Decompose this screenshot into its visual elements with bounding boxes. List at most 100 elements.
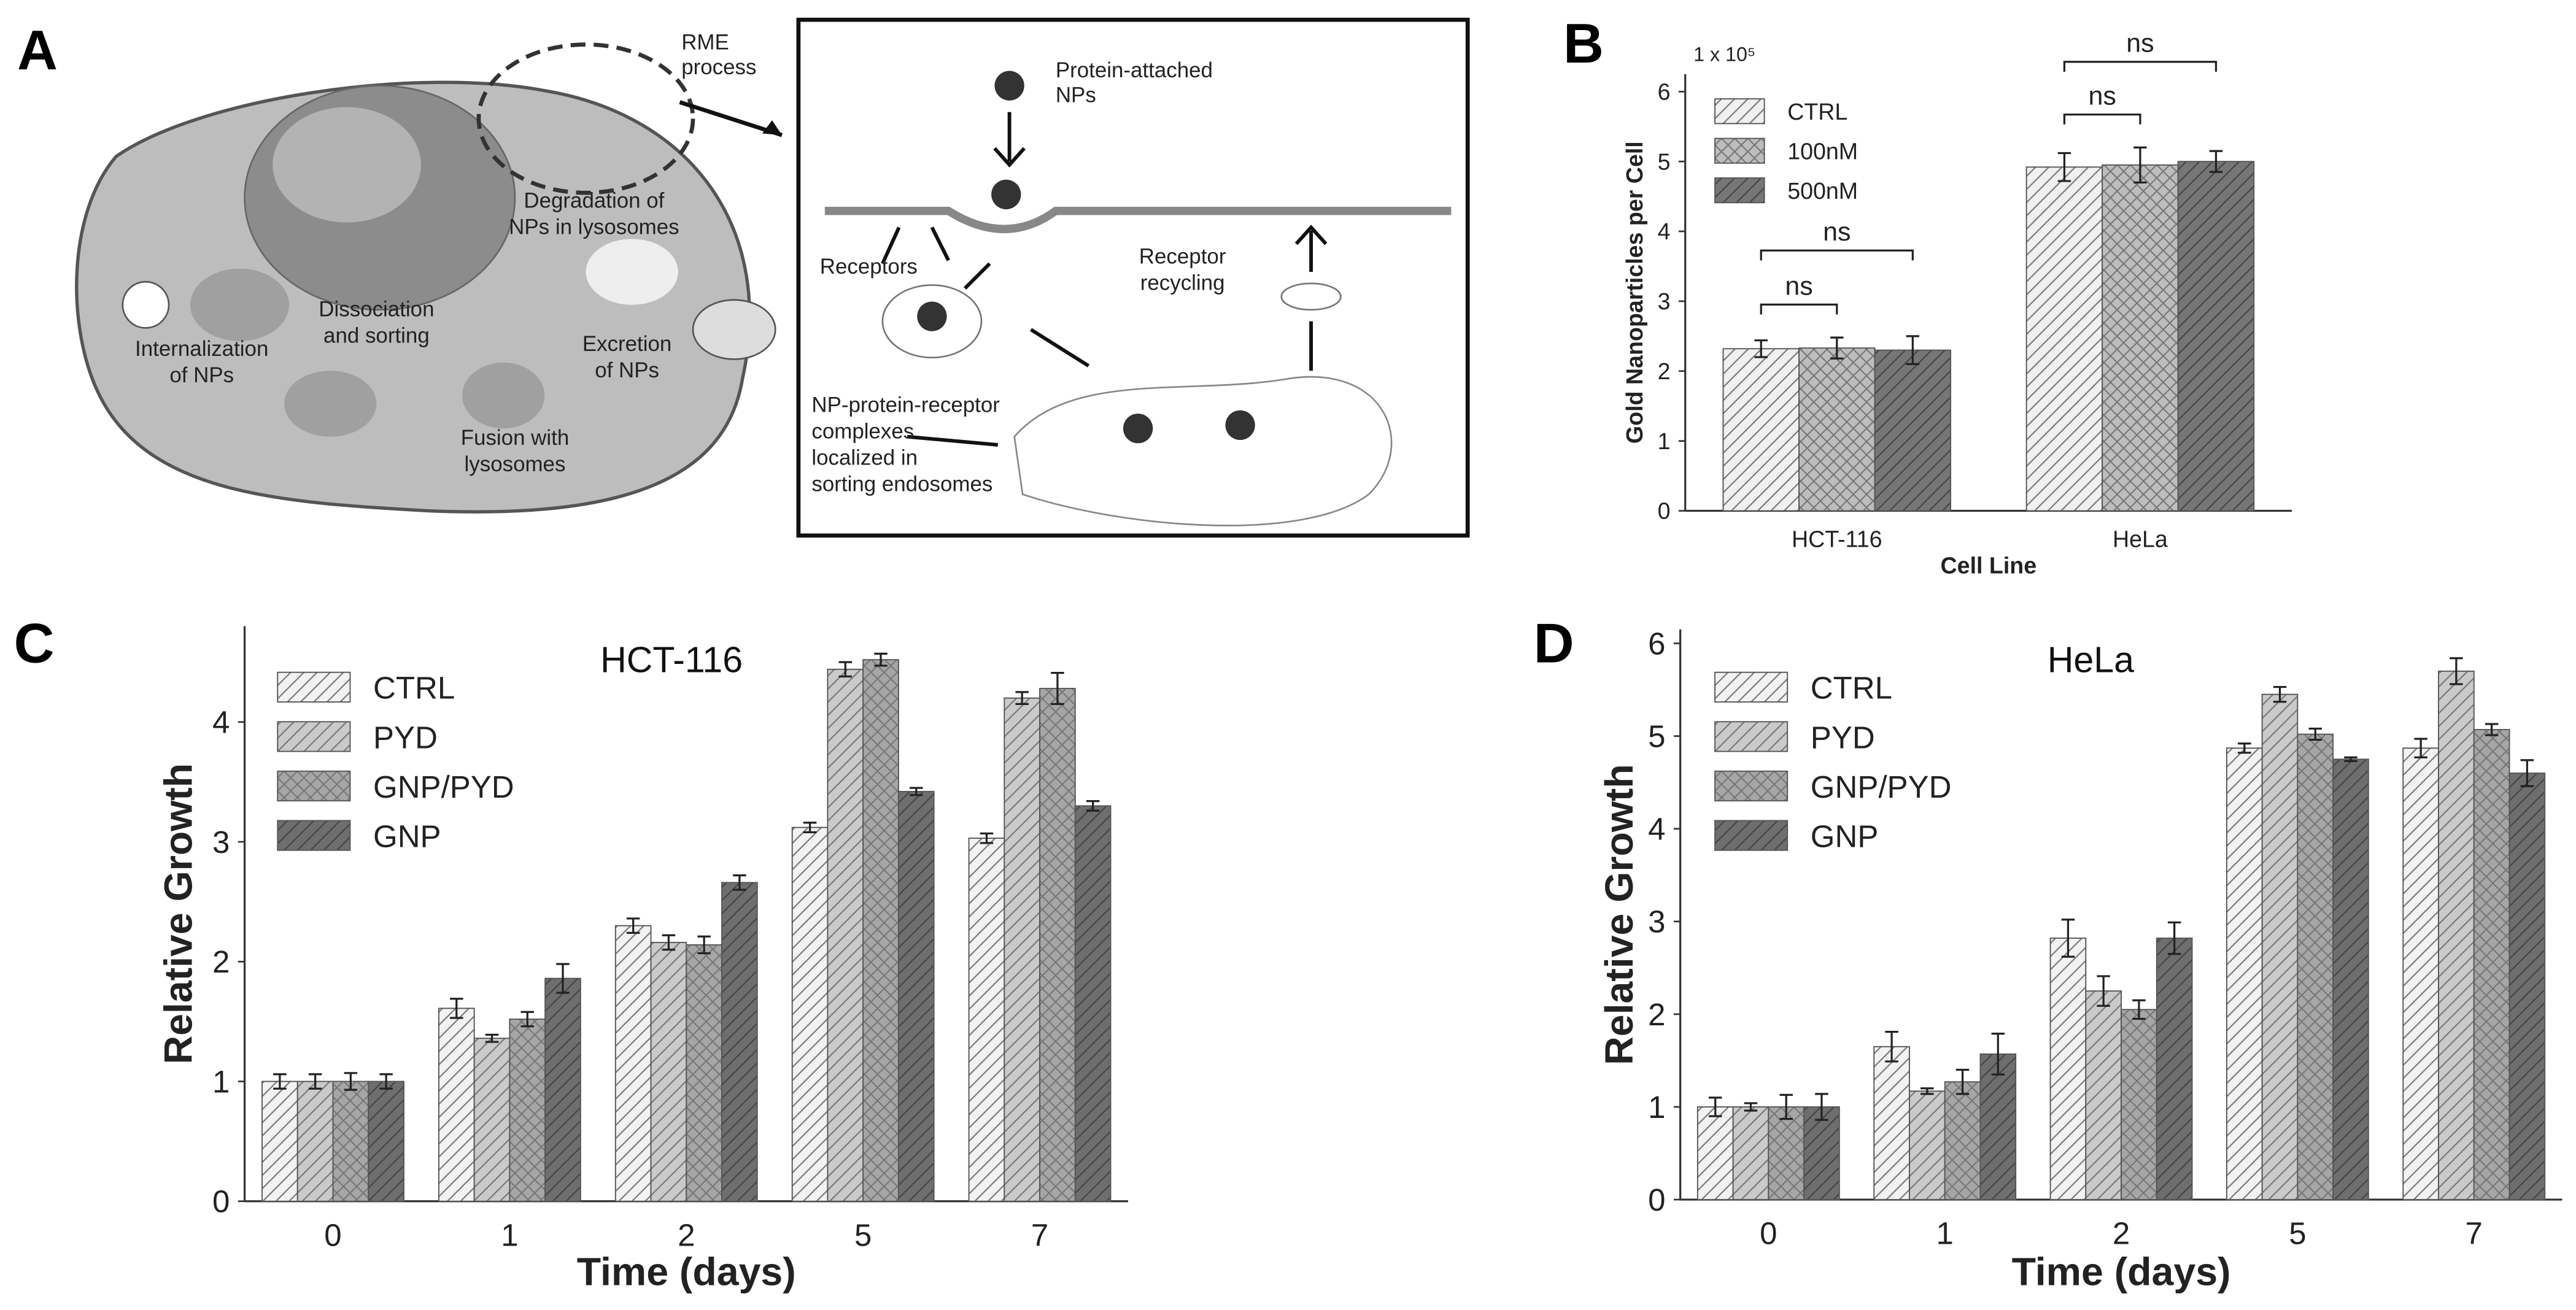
error-bar (344, 1072, 358, 1091)
error-bar (1991, 1033, 2005, 1076)
chart-title: HCT-116 (600, 640, 743, 680)
nucleus-highlight (273, 107, 421, 223)
bar (1722, 348, 1800, 512)
legend-swatch (1714, 177, 1765, 204)
diagram-label: Internalization of NPs (135, 337, 268, 387)
error-bar (379, 1073, 393, 1090)
bar (2156, 938, 2193, 1201)
legend-swatch (277, 820, 351, 851)
error-bar (2485, 723, 2499, 736)
bar (1074, 805, 1112, 1202)
rme-circle (476, 42, 695, 195)
x-tick-label: 1 (1936, 1216, 1953, 1251)
bar (2102, 164, 2179, 512)
internalization (122, 280, 170, 329)
y-axis-label: Gold Nanoparticles per Cell (1622, 141, 1647, 444)
error-bar (556, 963, 570, 994)
error-bar (1744, 1102, 1758, 1112)
bar (2226, 747, 2263, 1201)
bar (968, 838, 1005, 1202)
np (994, 71, 1024, 101)
bar (509, 1019, 546, 1202)
y-tick-label: 4 (1658, 218, 1671, 244)
error-bar (2273, 685, 2287, 703)
bar (897, 791, 935, 1202)
error-bar (1015, 691, 1029, 706)
significance-bracket (2063, 61, 2218, 72)
np (991, 179, 1021, 210)
arrows (881, 112, 1328, 447)
error-bar (1754, 339, 1768, 358)
error-bar (520, 1011, 535, 1028)
legend-label: 500nM (1787, 178, 1858, 204)
error-bar (2414, 738, 2427, 758)
legend-swatch (277, 671, 351, 703)
error-bar (626, 917, 640, 934)
bar (332, 1081, 369, 1202)
bar (2297, 733, 2334, 1201)
bar (614, 925, 652, 1202)
bar (1874, 349, 1952, 512)
significance-label: ns (1823, 217, 1851, 247)
diagram-label: Fusion with lysosomes (461, 426, 570, 476)
np (1225, 410, 1255, 441)
legend-label: GNP/PYD (1811, 769, 1952, 804)
x-tick-label: 0 (1760, 1216, 1777, 1251)
x-tick-label: HCT-116 (1792, 526, 1882, 552)
y-tick-label: 3 (212, 825, 230, 860)
bar (1039, 688, 1076, 1202)
legend-swatch (1714, 671, 1789, 703)
y-axis-label: Relative Growth (157, 763, 201, 1065)
y-tick-label: 0 (1658, 498, 1671, 524)
y-tick-label: 1 (1658, 428, 1671, 454)
np (1123, 414, 1153, 444)
significance-label: ns (1785, 271, 1812, 301)
bar (2402, 747, 2439, 1201)
vesicle (284, 371, 377, 437)
bar (1803, 1106, 1840, 1201)
vesicle (190, 268, 290, 341)
y-tick-label: 2 (1658, 358, 1671, 384)
bar (2438, 670, 2475, 1201)
y-tick-label: 5 (1658, 148, 1671, 174)
bar (1732, 1106, 1770, 1201)
bar (473, 1038, 511, 1202)
diagram-label: Receptors (820, 255, 918, 279)
bar (650, 942, 687, 1202)
y-tick-label: 4 (212, 705, 230, 740)
error-bar (662, 934, 676, 951)
x-tick-label: HeLa (2113, 526, 2168, 552)
error-bar (2344, 756, 2357, 763)
recycling-vesicle (1280, 282, 1342, 311)
excretion (692, 299, 776, 360)
bar (2049, 938, 2087, 1201)
bar (1798, 347, 1876, 512)
x-tick-label: 5 (854, 1217, 872, 1252)
y-tick-label: 0 (212, 1184, 230, 1219)
legend-swatch (1714, 137, 1765, 164)
error-bar (1830, 336, 1844, 360)
error-bar (2097, 975, 2110, 1007)
bar (2025, 166, 2103, 512)
error-bar (2167, 921, 2181, 955)
y-tick-label: 6 (1658, 79, 1671, 104)
error-bar (1086, 799, 1100, 812)
y-tick-label: 3 (1648, 904, 1665, 939)
bar (368, 1081, 404, 1202)
y-tick-label: 2 (1648, 997, 1665, 1032)
legend-swatch (1714, 770, 1789, 802)
x-tick-label: 2 (678, 1217, 695, 1252)
y-tick-label: 2 (212, 944, 230, 979)
error-bar (2132, 999, 2146, 1020)
error-bar (1920, 1087, 1934, 1095)
bar (2177, 161, 2255, 512)
y-tick-label: 6 (1648, 626, 1665, 661)
error-bar (838, 661, 853, 678)
legend-label: CTRL (1811, 671, 1892, 706)
sorting-endosome (1013, 376, 1393, 526)
inset-box (796, 17, 1470, 538)
error-bar (2520, 759, 2534, 787)
error-bar (1955, 1068, 1970, 1095)
chart-title: HeLa (2048, 640, 2134, 680)
